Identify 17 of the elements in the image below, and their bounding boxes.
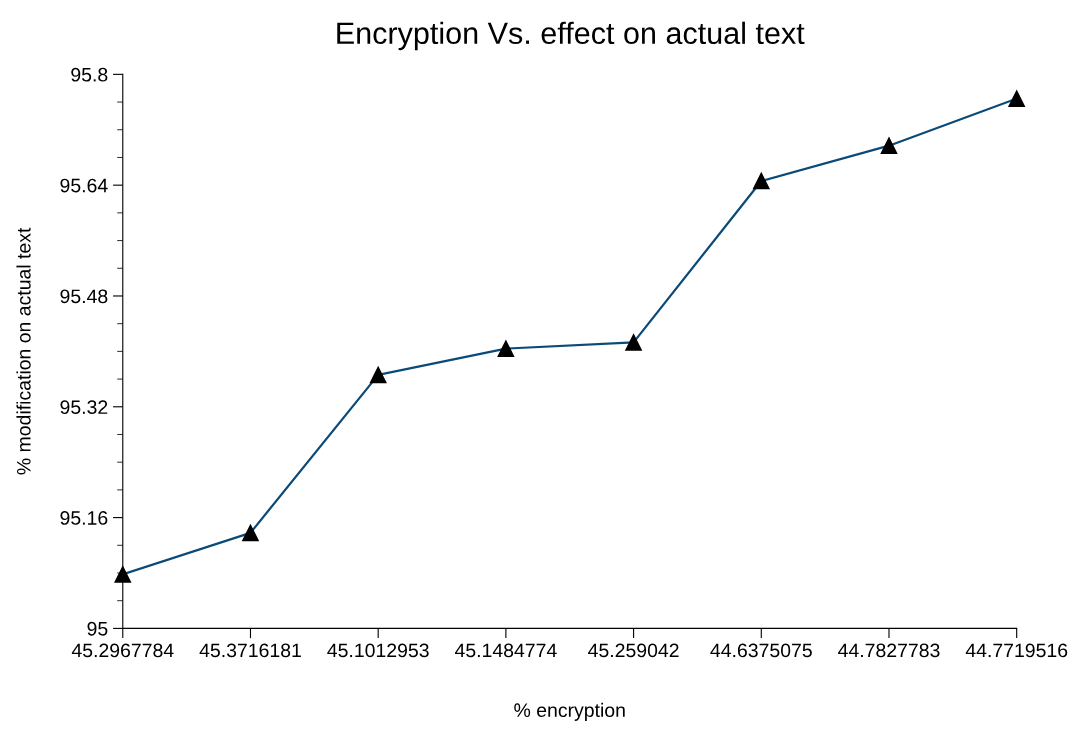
y-tick-label: 95.16 [60, 511, 108, 525]
y-tick-label: 95.48 [60, 289, 108, 304]
y-tick-label: 95 [87, 621, 108, 636]
x-tick-label: 44.7827783 [838, 643, 940, 658]
x-tick-label: 45.1484774 [454, 643, 557, 658]
x-tick-label: 44.7719516 [965, 643, 1068, 658]
x-tick-label: 45.2967784 [71, 643, 174, 658]
y-axis-title: % modification on actual text [16, 227, 31, 475]
x-axis-title: % encryption [514, 702, 625, 721]
y-tick-label: 95.8 [71, 67, 108, 82]
chart-title: Encryption Vs. effect on actual text [337, 21, 805, 51]
y-tick-label: 95.32 [60, 400, 108, 415]
x-tick-label: 45.1012953 [327, 643, 429, 658]
x-tick-label: 45.259042 [588, 643, 679, 658]
x-tick-label: 44.6375075 [710, 643, 812, 658]
x-tick-label: 45.3716181 [199, 643, 301, 658]
y-tick-label: 95.64 [60, 178, 108, 193]
